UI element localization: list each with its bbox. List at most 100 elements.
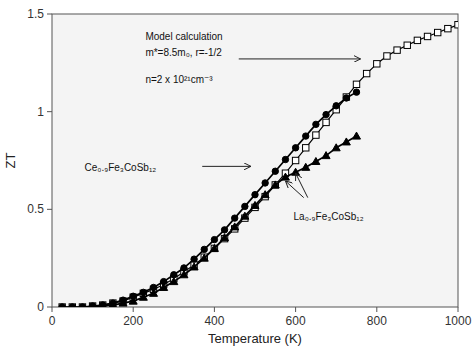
data-point — [272, 168, 278, 174]
data-point — [160, 283, 168, 290]
data-point — [89, 303, 95, 307]
x-tick — [214, 307, 215, 312]
page: {"chart_data": { "type": "line", "x_labe… — [0, 0, 474, 351]
data-point — [261, 191, 269, 198]
data-point — [251, 201, 259, 208]
data-point — [292, 157, 298, 163]
series-markers — [59, 89, 360, 307]
data-point — [262, 180, 268, 186]
data-point — [323, 111, 329, 117]
data-point — [404, 42, 410, 48]
annotation-text: La₀.₉Fe₃CoSb₁₂ — [294, 211, 364, 222]
x-tick-label: 800 — [367, 314, 387, 328]
y-axis-label: ZT — [3, 153, 18, 169]
data-point — [89, 303, 97, 307]
data-point — [252, 191, 258, 197]
plot-area — [59, 22, 458, 307]
data-point — [343, 94, 349, 100]
annotation-arrow — [296, 173, 308, 197]
data-point — [150, 289, 158, 296]
series-markers — [59, 22, 458, 307]
data-point — [455, 22, 458, 28]
annotations: Model calculation m*=8.5m₀, r=-1/2 n=2 x 1… — [84, 31, 363, 222]
x-tick — [133, 307, 134, 312]
data-point — [139, 293, 147, 300]
data-point — [353, 89, 359, 95]
data-point — [322, 152, 330, 159]
data-point — [59, 304, 65, 307]
x-tick-label: 600 — [286, 314, 306, 328]
data-point — [303, 145, 309, 151]
x-tick-label: 1000 — [445, 314, 472, 328]
data-point — [323, 119, 329, 125]
data-point — [271, 181, 279, 188]
data-point — [221, 234, 229, 241]
data-point — [100, 302, 106, 307]
data-point — [353, 132, 361, 139]
data-point — [333, 103, 339, 109]
data-point — [210, 244, 218, 251]
data-point — [343, 95, 349, 101]
data-point — [292, 145, 298, 151]
y-tick — [47, 307, 52, 308]
x-tick — [376, 307, 377, 312]
data-point — [201, 246, 207, 252]
annotation-text: n=2 x 10²¹cm⁻³ — [145, 74, 213, 85]
data-point — [332, 144, 340, 151]
chart: 0200400600800100000.511.5Temperature (K)… — [0, 0, 474, 351]
data-point — [312, 157, 320, 164]
data-point — [435, 29, 441, 35]
data-point — [79, 304, 85, 307]
data-point — [353, 81, 359, 87]
data-point — [231, 223, 239, 230]
x-tick — [458, 307, 459, 312]
y-tick-label: 1 — [37, 105, 44, 119]
data-point — [129, 297, 137, 304]
annotation-arrow — [239, 58, 361, 59]
data-point — [241, 212, 249, 219]
x-tick-label: 400 — [204, 314, 224, 328]
data-point — [69, 304, 75, 307]
data-point — [232, 215, 238, 221]
series-line — [62, 92, 356, 307]
x-axis-label: Temperature (K) — [208, 331, 302, 346]
series-line — [62, 25, 458, 307]
data-point — [394, 47, 400, 53]
data-point — [89, 303, 95, 307]
data-point — [445, 25, 451, 31]
y-tick-label: 0.5 — [27, 202, 44, 216]
x-tick-label: 0 — [49, 314, 56, 328]
data-point — [99, 302, 107, 307]
annotation-text: Ce₀.₉Fe₃CoSb₁₂ — [84, 162, 156, 173]
data-point — [100, 302, 106, 307]
annotation-text: Model calculation — [145, 31, 222, 42]
annotation-text: m*=8.5m₀, r=-1/2 — [145, 47, 222, 58]
data-point — [191, 256, 197, 262]
x-tick — [295, 307, 296, 312]
data-point — [69, 304, 75, 307]
y-tick-label: 0 — [37, 300, 44, 314]
plot-background — [52, 14, 458, 307]
data-point — [303, 133, 309, 139]
annotation-arrow — [202, 166, 251, 167]
plot-frame — [52, 14, 458, 307]
data-point — [313, 132, 319, 138]
data-point — [282, 156, 288, 162]
data-point — [302, 163, 310, 170]
data-point — [242, 203, 248, 209]
data-point — [79, 304, 85, 307]
data-point — [414, 37, 420, 43]
x-tick-label: 200 — [123, 314, 143, 328]
x-tick — [52, 307, 53, 312]
data-point — [221, 227, 227, 233]
data-point — [313, 121, 319, 127]
data-point — [180, 271, 188, 278]
data-point — [342, 138, 350, 145]
data-point — [119, 299, 127, 306]
data-point — [363, 70, 369, 76]
data-point — [59, 304, 65, 307]
y-tick — [47, 209, 52, 210]
y-tick — [47, 14, 52, 15]
data-point — [281, 173, 289, 180]
y-tick — [47, 111, 52, 112]
